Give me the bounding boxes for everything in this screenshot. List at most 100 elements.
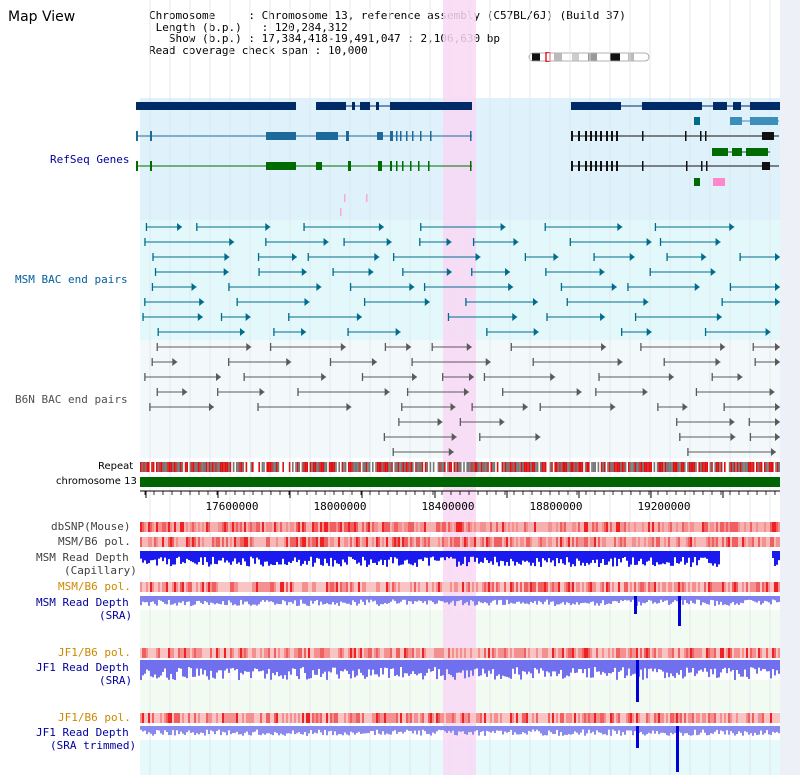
depth-bar: [152, 596, 154, 602]
repeat-element: [175, 462, 177, 472]
repeat-element: [506, 462, 508, 472]
chromosome-ideogram[interactable]: [528, 52, 650, 62]
depth-bar: [556, 551, 558, 559]
heat-cell: [548, 537, 550, 547]
depth-bar: [326, 551, 328, 564]
depth-bar: [494, 596, 496, 600]
depth-bar: [266, 726, 268, 734]
heat-cell: [704, 648, 706, 658]
heat-cell: [444, 537, 446, 547]
repeat-element: [775, 462, 777, 472]
heat-cell: [230, 537, 232, 547]
repeat-element: [543, 462, 545, 472]
pair-arrow: [729, 418, 735, 426]
heat-cell: [634, 582, 636, 592]
depth-bar: [174, 596, 176, 604]
heat-cell: [240, 648, 242, 658]
heat-cell: [390, 713, 392, 723]
heat-cell: [470, 522, 472, 532]
pair-arrow: [291, 253, 297, 261]
depth-bar: [604, 726, 606, 735]
heat-cell: [626, 537, 628, 547]
heat-cell: [724, 522, 726, 532]
heat-cell: [346, 648, 348, 658]
heat-cell: [646, 648, 648, 658]
heat-cell: [346, 522, 348, 532]
depth-bar: [238, 726, 240, 735]
heat-cell: [384, 537, 386, 547]
heat-cell: [354, 648, 356, 658]
exon: [611, 131, 613, 141]
repeat-element: [394, 462, 396, 472]
heat-cell: [220, 582, 222, 592]
heat-cell: [366, 713, 368, 723]
heat-cell: [642, 582, 644, 592]
heat-cell: [556, 648, 558, 658]
repeat-element: [650, 462, 652, 472]
heat-cell: [644, 537, 646, 547]
heat-cell: [572, 648, 574, 658]
heat-cell: [578, 648, 580, 658]
heat-cell: [334, 582, 336, 592]
heat-cell: [410, 648, 412, 658]
heat-cell: [568, 648, 570, 658]
depth-bar: [614, 726, 616, 731]
heat-cell: [662, 582, 664, 592]
heat-cell: [650, 582, 652, 592]
heat-cell: [626, 522, 628, 532]
heat-cell: [146, 648, 148, 658]
heat-cell: [564, 582, 566, 592]
depth-bar: [226, 660, 228, 669]
depth-bar: [590, 726, 592, 734]
depth-bar: [716, 551, 718, 567]
exon: [600, 131, 602, 141]
heat-cell: [694, 522, 696, 532]
depth-bar: [372, 660, 374, 670]
pair-arrow: [346, 403, 352, 411]
depth-bar: [690, 551, 692, 567]
heat-cell: [376, 537, 378, 547]
pair-arrow: [395, 328, 401, 336]
depth-bar: [484, 726, 486, 736]
repeat-element: [296, 462, 299, 472]
heat-cell: [324, 522, 326, 532]
depth-bar: [288, 596, 290, 603]
repeat-element: [288, 462, 291, 472]
depth-bar: [718, 551, 720, 565]
heat-cell: [590, 713, 592, 723]
repeat-element: [173, 462, 176, 472]
ruler-tick-label: 19200000: [638, 500, 691, 513]
depth-bar: [276, 660, 278, 673]
depth-bar: [284, 596, 286, 602]
depth-bar: [532, 551, 534, 563]
depth-bar: [350, 551, 352, 558]
heat-cell: [328, 648, 330, 658]
depth-bar: [652, 551, 654, 565]
depth-bar: [246, 726, 248, 732]
heat-cell: [300, 522, 302, 532]
heat-cell: [460, 713, 462, 723]
repeat-element: [162, 462, 164, 472]
depth-bar: [144, 551, 146, 561]
b6n-bac-pair: [406, 388, 469, 396]
depth-bar: [708, 596, 710, 605]
pair-arrow: [424, 298, 430, 306]
heat-cell: [286, 522, 288, 532]
b6n-bac-pair: [663, 358, 721, 366]
heat-cell: [528, 582, 530, 592]
heat-cell: [226, 522, 228, 532]
heat-cell: [218, 648, 220, 658]
depth-bar: [548, 660, 550, 673]
heat-cell: [762, 537, 764, 547]
depth-bar: [712, 551, 714, 566]
depth-bar: [436, 551, 438, 561]
heat-cell: [532, 522, 534, 532]
exon: [406, 131, 408, 141]
repeat-element: [511, 462, 513, 472]
depth-bar: [314, 551, 316, 563]
heat-cell: [292, 648, 294, 658]
heat-cell: [396, 713, 398, 723]
heat-cell: [180, 713, 182, 723]
heat-cell: [158, 582, 160, 592]
